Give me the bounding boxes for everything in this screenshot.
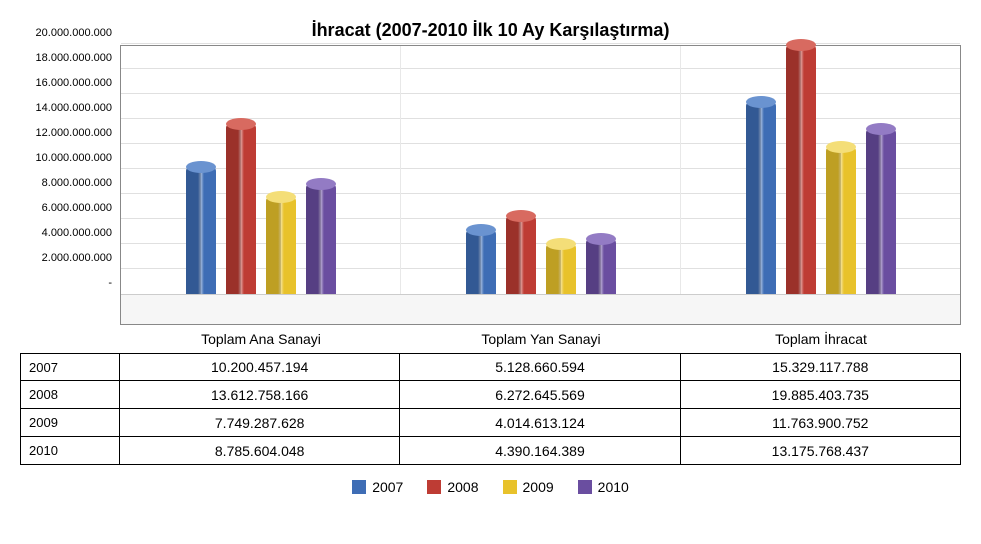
y-tick-label: 12.000.000.000: [36, 127, 112, 139]
bar: [186, 167, 216, 295]
y-tick-label: 6.000.000.000: [42, 202, 112, 214]
legend-item: 2010: [578, 479, 629, 495]
bar: [506, 216, 536, 294]
bar-group: [401, 46, 681, 294]
table-cell: 4.390.164.389: [400, 437, 680, 465]
table-cell: 11.763.900.752: [681, 409, 961, 437]
table-body: 10.200.457.19413.612.758.1667.749.287.62…: [120, 353, 961, 465]
y-tick-label: 4.000.000.000: [42, 227, 112, 239]
legend-item: 2008: [427, 479, 478, 495]
table-cell: 6.272.645.569: [400, 381, 680, 409]
legend-label: 2007: [372, 479, 403, 495]
bar: [786, 45, 816, 294]
y-tick-label: 10.000.000.000: [36, 152, 112, 164]
table-cell: 19.885.403.735: [681, 381, 961, 409]
chart-floor: [121, 294, 960, 324]
bar: [586, 239, 616, 294]
bar-groups: [121, 46, 960, 294]
y-tick-label: 20.000.000.000: [36, 27, 112, 39]
y-tick-label: 2.000.000.000: [42, 252, 112, 264]
bar: [866, 129, 896, 294]
bar: [466, 230, 496, 294]
legend-label: 2008: [447, 479, 478, 495]
table-column: 5.128.660.5946.272.645.5694.014.613.1244…: [400, 353, 680, 465]
table-row-header: 2008: [20, 381, 120, 409]
legend-swatch: [578, 480, 592, 494]
y-tick-label: 18.000.000.000: [36, 52, 112, 64]
category-label: Toplam İhracat: [681, 325, 961, 353]
table-column: 10.200.457.19413.612.758.1667.749.287.62…: [120, 353, 400, 465]
table-column: 15.329.117.78819.885.403.73511.763.900.7…: [681, 353, 961, 465]
legend-swatch: [427, 480, 441, 494]
category-label: Toplam Yan Sanayi: [401, 325, 681, 353]
legend: 2007 2008 2009 2010: [20, 479, 961, 495]
table-cell: 7.749.287.628: [120, 409, 400, 437]
table-cell: 8.785.604.048: [120, 437, 400, 465]
chart-container: İhracat (2007-2010 İlk 10 Ay Karşılaştır…: [20, 20, 961, 495]
legend-item: 2009: [503, 479, 554, 495]
bar-group: [681, 46, 960, 294]
bar: [546, 244, 576, 294]
table-cell: 4.014.613.124: [400, 409, 680, 437]
table-row-header: 2009: [20, 409, 120, 437]
table-row-header: 2007: [20, 353, 120, 381]
y-axis: - 2.000.000.000 4.000.000.000 6.000.000.000…: [20, 45, 120, 325]
bar: [826, 147, 856, 294]
bar-group: [121, 46, 401, 294]
y-tick-label: 8.000.000.000: [42, 177, 112, 189]
legend-swatch: [503, 480, 517, 494]
bar: [746, 102, 776, 294]
legend-swatch: [352, 480, 366, 494]
category-label: Toplam Ana Sanayi: [121, 325, 401, 353]
legend-label: 2010: [598, 479, 629, 495]
table-cell: 10.200.457.194: [120, 353, 400, 381]
table-cell: 15.329.117.788: [681, 353, 961, 381]
data-table: 2007200820092010 10.200.457.19413.612.75…: [20, 353, 961, 465]
gridline: [121, 43, 960, 44]
bar: [226, 124, 256, 294]
bar: [266, 197, 296, 294]
table-row-headers: 2007200820092010: [20, 353, 120, 465]
chart-title: İhracat (2007-2010 İlk 10 Ay Karşılaştır…: [20, 20, 961, 41]
table-cell: 13.175.768.437: [681, 437, 961, 465]
y-tick-label: 14.000.000.000: [36, 102, 112, 114]
y-tick-label: 16.000.000.000: [36, 77, 112, 89]
table-row-header: 2010: [20, 437, 120, 465]
chart-area: - 2.000.000.000 4.000.000.000 6.000.000.000…: [20, 45, 961, 325]
legend-item: 2007: [352, 479, 403, 495]
y-tick-label: -: [108, 277, 112, 289]
category-labels-row: Toplam Ana SanayiToplam Yan SanayiToplam…: [120, 325, 961, 353]
bar: [306, 184, 336, 294]
table-cell: 5.128.660.594: [400, 353, 680, 381]
legend-label: 2009: [523, 479, 554, 495]
plot-area: [120, 45, 961, 325]
table-cell: 13.612.758.166: [120, 381, 400, 409]
